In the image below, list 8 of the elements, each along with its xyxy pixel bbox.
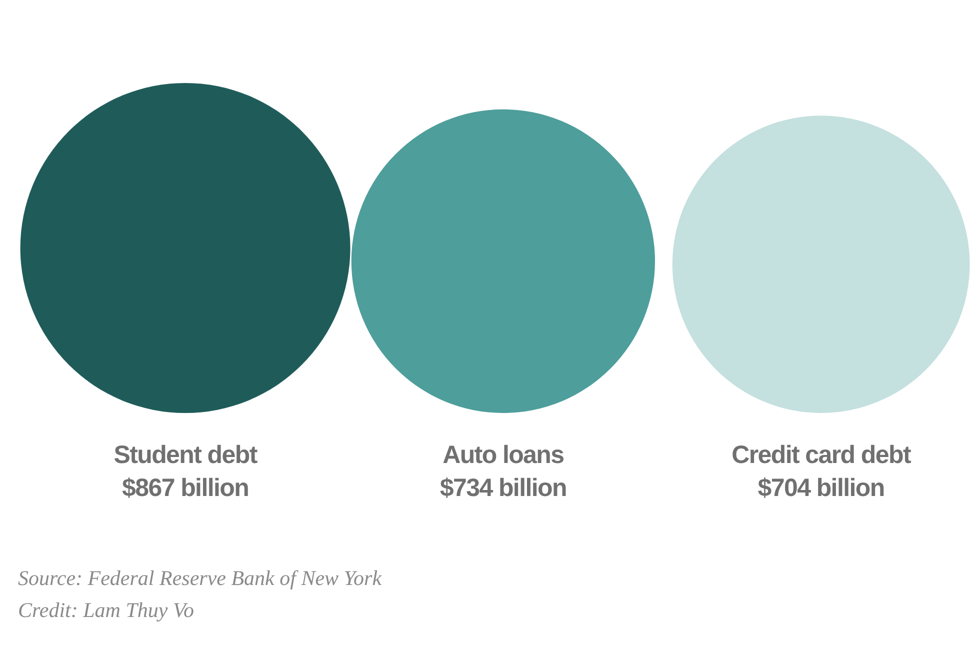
data-label: $704 billion — [758, 474, 884, 502]
category-label: Credit card debt — [732, 441, 912, 469]
category-label: Student debt — [114, 441, 258, 469]
category-label: Auto loans — [442, 441, 564, 469]
data-label: $867 billion — [122, 474, 249, 502]
source-note: Source: Federal Reserve Bank of New York — [18, 566, 382, 591]
text: Credit: Lam Thuy Vo — [18, 598, 194, 623]
data-label: $734 billion — [440, 474, 566, 502]
